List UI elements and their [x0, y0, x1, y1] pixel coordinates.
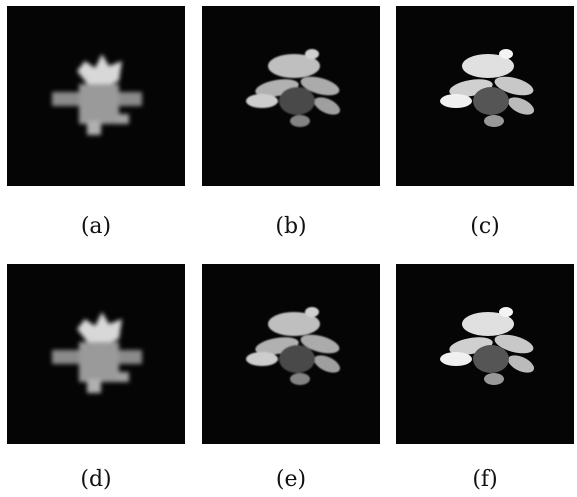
panel-label: (c)	[470, 214, 500, 239]
panel-label: (a)	[81, 214, 111, 239]
panel-label: (f)	[472, 467, 497, 492]
panel-label: (d)	[80, 467, 111, 492]
panel-label: (e)	[276, 467, 306, 492]
panel-label: (b)	[275, 214, 306, 239]
figure: (a) (b) (c) (d) (e) (f)	[0, 0, 577, 497]
